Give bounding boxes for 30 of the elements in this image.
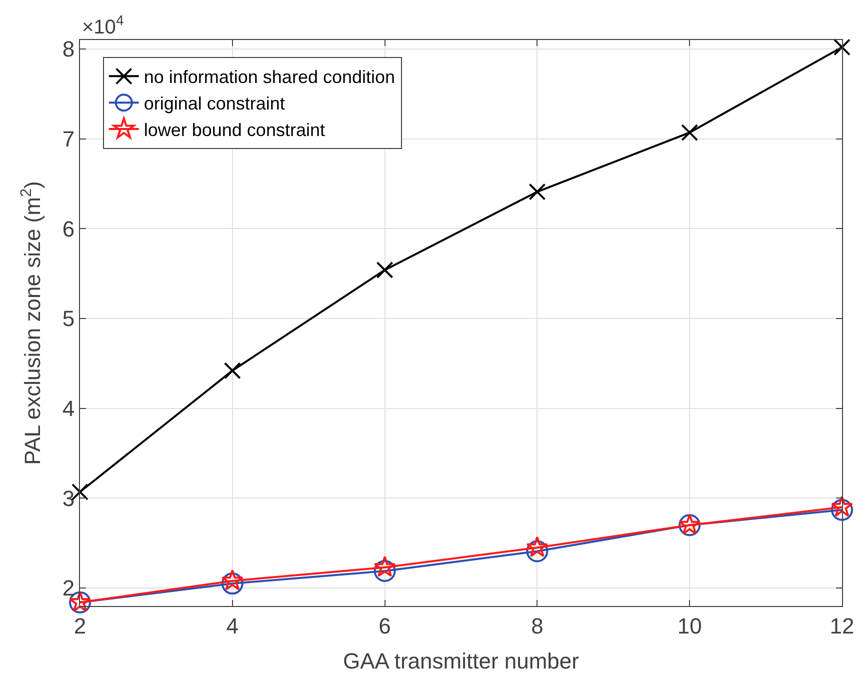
legend-label: no information shared condition bbox=[144, 67, 396, 88]
x-tick-label: 12 bbox=[830, 613, 854, 638]
point bbox=[374, 560, 396, 582]
legend-label: original constraint bbox=[144, 94, 285, 114]
y-tick-label: 4 bbox=[62, 396, 75, 422]
point bbox=[526, 540, 548, 562]
y-tick-label: 5 bbox=[62, 306, 75, 332]
x-tick-label: 10 bbox=[677, 613, 702, 638]
point bbox=[374, 556, 396, 577]
y-tick-label: 8 bbox=[62, 36, 75, 62]
y-tick-label: 7 bbox=[62, 126, 75, 152]
x-axis-title: GAA transmitter number bbox=[343, 648, 579, 674]
y-tick-label: 3 bbox=[62, 486, 75, 511]
point bbox=[221, 569, 244, 590]
point bbox=[376, 261, 394, 278]
x-tick-label: 4 bbox=[226, 613, 239, 638]
point bbox=[831, 498, 853, 521]
point bbox=[526, 536, 548, 558]
text: ×10$^{4}$ bbox=[82, 12, 124, 38]
point bbox=[224, 362, 241, 380]
y-tick-label: 6 bbox=[62, 216, 75, 242]
y-tick-label: 2 bbox=[62, 576, 75, 601]
x-tick-label: 8 bbox=[531, 613, 544, 638]
point bbox=[831, 496, 853, 517]
legend-label: lower bound constraint bbox=[144, 120, 325, 140]
point bbox=[834, 38, 850, 56]
point bbox=[528, 183, 546, 200]
point bbox=[681, 124, 698, 142]
point bbox=[221, 572, 244, 595]
x-tick-label: 6 bbox=[378, 613, 391, 638]
